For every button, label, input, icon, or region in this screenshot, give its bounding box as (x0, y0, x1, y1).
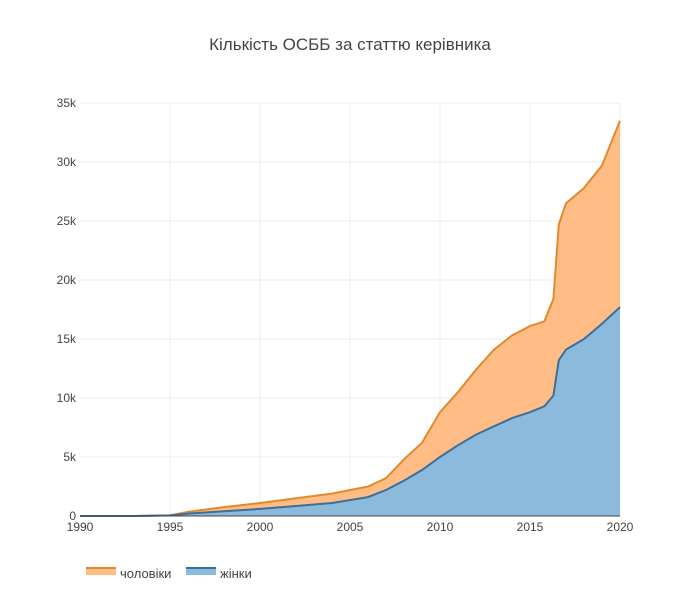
legend-swatch (186, 568, 216, 575)
x-tick-label: 2000 (247, 520, 274, 534)
plot-area (80, 120, 621, 517)
x-tick-label: 2010 (427, 520, 454, 534)
series-line-women (80, 306, 621, 517)
series-area-women (80, 307, 620, 516)
legend-item: чоловіки (86, 566, 171, 581)
x-tick-label: 2005 (337, 520, 364, 534)
series-area-men (80, 120, 620, 516)
axes: 1990 1995 2000 2005 2010 2015 2020 0 5k 10k 15k 20k… (57, 96, 634, 534)
x-tick-label: 2020 (607, 520, 634, 534)
x-tick-label: 2015 (517, 520, 544, 534)
legend: чоловіки жінки (86, 566, 252, 581)
y-tick-label: 20k (57, 273, 77, 287)
legend-item: жінки (186, 566, 252, 581)
legend-label: жінки (220, 566, 252, 581)
y-tick-label: 10k (57, 391, 77, 405)
y-tick-label: 15k (57, 332, 77, 346)
y-tick-label: 0 (69, 509, 76, 523)
x-tick-label: 1990 (67, 520, 94, 534)
x-tick-label: 1995 (157, 520, 184, 534)
series-line-men (80, 120, 621, 517)
y-tick-label: 5k (63, 450, 77, 464)
legend-swatch (86, 568, 116, 575)
y-tick-label: 25k (57, 214, 77, 228)
legend-label: чоловіки (120, 566, 171, 581)
y-tick-label: 35k (57, 96, 77, 110)
chart-title: Кількість ОСББ за статтю керівника (209, 35, 491, 54)
y-tick-label: 30k (57, 155, 77, 169)
